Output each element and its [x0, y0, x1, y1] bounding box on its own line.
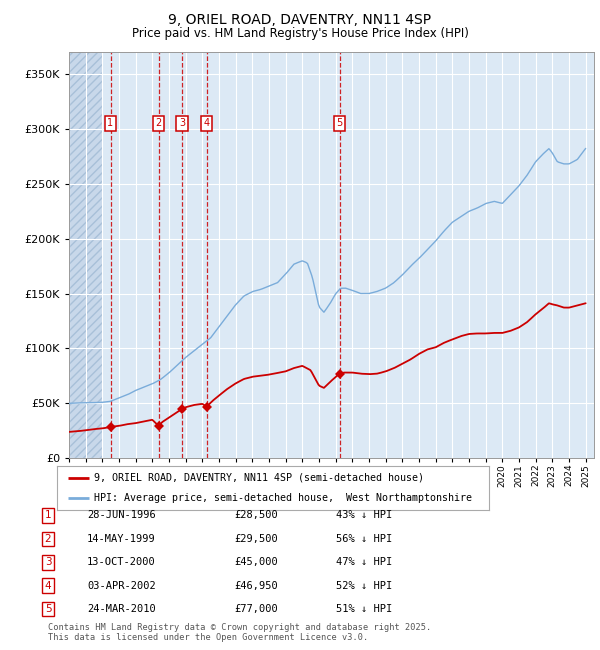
Text: 2: 2: [155, 118, 161, 128]
Text: 4: 4: [203, 118, 209, 128]
Text: £28,500: £28,500: [234, 510, 278, 521]
Text: £77,000: £77,000: [234, 604, 278, 614]
Text: 2: 2: [44, 534, 52, 544]
Text: £45,000: £45,000: [234, 557, 278, 567]
Text: 03-APR-2002: 03-APR-2002: [87, 580, 156, 591]
Text: 24-MAR-2010: 24-MAR-2010: [87, 604, 156, 614]
Text: 3: 3: [44, 557, 52, 567]
Text: 43% ↓ HPI: 43% ↓ HPI: [336, 510, 392, 521]
Text: 9, ORIEL ROAD, DAVENTRY, NN11 4SP (semi-detached house): 9, ORIEL ROAD, DAVENTRY, NN11 4SP (semi-…: [94, 473, 424, 483]
Text: £46,950: £46,950: [234, 580, 278, 591]
Text: 3: 3: [179, 118, 185, 128]
Text: Price paid vs. HM Land Registry's House Price Index (HPI): Price paid vs. HM Land Registry's House …: [131, 27, 469, 40]
Bar: [69, 52, 103, 458]
Text: 51% ↓ HPI: 51% ↓ HPI: [336, 604, 392, 614]
Text: 13-OCT-2000: 13-OCT-2000: [87, 557, 156, 567]
Text: 5: 5: [337, 118, 343, 128]
Text: 1: 1: [107, 118, 113, 128]
Text: Contains HM Land Registry data © Crown copyright and database right 2025.
This d: Contains HM Land Registry data © Crown c…: [48, 623, 431, 642]
Text: 28-JUN-1996: 28-JUN-1996: [87, 510, 156, 521]
Text: 5: 5: [44, 604, 52, 614]
Text: 4: 4: [44, 580, 52, 591]
Text: 1: 1: [44, 510, 52, 521]
Text: £29,500: £29,500: [234, 534, 278, 544]
Text: 14-MAY-1999: 14-MAY-1999: [87, 534, 156, 544]
Text: HPI: Average price, semi-detached house,  West Northamptonshire: HPI: Average price, semi-detached house,…: [94, 493, 472, 503]
Text: 9, ORIEL ROAD, DAVENTRY, NN11 4SP: 9, ORIEL ROAD, DAVENTRY, NN11 4SP: [169, 13, 431, 27]
Text: 56% ↓ HPI: 56% ↓ HPI: [336, 534, 392, 544]
Text: 47% ↓ HPI: 47% ↓ HPI: [336, 557, 392, 567]
Text: 52% ↓ HPI: 52% ↓ HPI: [336, 580, 392, 591]
